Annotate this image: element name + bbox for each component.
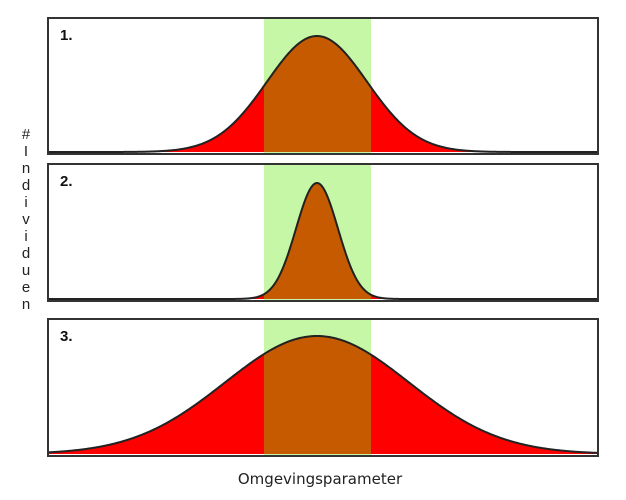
outside-area-right	[371, 354, 597, 454]
y-axis-label-char: e	[22, 279, 30, 296]
panel-number: 2.	[60, 173, 73, 190]
outside-area-left	[49, 354, 264, 454]
y-axis-label-char: #	[22, 126, 31, 143]
panel-frame	[47, 163, 599, 302]
inside-area	[264, 336, 371, 454]
panel-number: 3.	[60, 328, 73, 345]
panel-frame	[47, 318, 599, 457]
panel-1: 1.	[47, 17, 599, 155]
inside-area	[264, 36, 371, 152]
y-axis-label-char: i	[24, 228, 27, 245]
panel-2: 2.	[47, 163, 599, 302]
y-axis-label-char: n	[22, 296, 30, 313]
y-axis-label-char: v	[22, 211, 30, 228]
distribution-curve	[49, 181, 597, 300]
inside-area	[264, 183, 371, 299]
y-axis-label-char: n	[22, 160, 30, 177]
y-axis-label-char: I	[24, 143, 28, 160]
distribution-curve	[48, 334, 598, 454]
y-axis-label-char: i	[24, 194, 27, 211]
outside-area-right	[371, 87, 597, 152]
y-axis-label-char: d	[22, 177, 30, 194]
panel-number: 1.	[60, 27, 73, 44]
outside-area-left	[49, 85, 264, 152]
y-axis-label-char: u	[22, 262, 30, 279]
panel-frame	[47, 17, 599, 155]
y-axis-label-char: d	[22, 245, 30, 262]
x-axis-label: Omgevingsparameter	[238, 470, 403, 488]
distribution-curve	[49, 34, 597, 153]
panel-3: 3.	[47, 318, 599, 457]
